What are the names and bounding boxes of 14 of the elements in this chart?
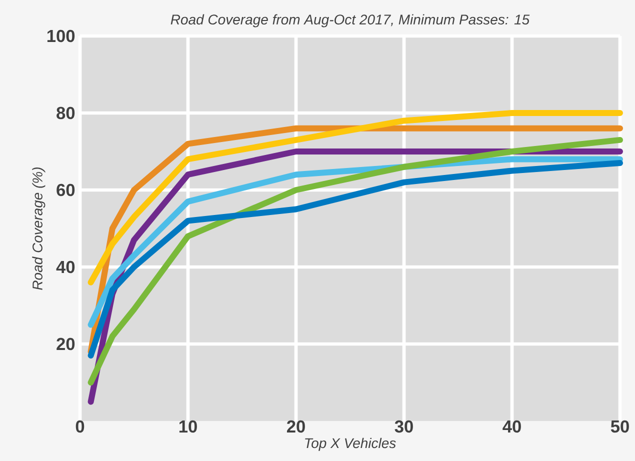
x-tick-label: 40 bbox=[502, 420, 521, 433]
x-tick-label: 10 bbox=[179, 420, 197, 433]
y-tick-label: 100 bbox=[47, 30, 75, 42]
y-axis-title: Road Coverage (%) bbox=[32, 168, 46, 290]
x-tick-label: 20 bbox=[286, 420, 305, 433]
y-tick-label: 80 bbox=[56, 106, 75, 120]
x-axis-title: Top X Vehicles bbox=[305, 438, 396, 451]
y-tick-label: 60 bbox=[56, 184, 75, 196]
y-tick-label: 40 bbox=[56, 260, 75, 274]
chart-title: Road Coverage from Aug-Oct 2017, Minimum Passes: 15 bbox=[170, 14, 530, 28]
x-tick-label: 50 bbox=[610, 420, 629, 433]
x-tick-label: 30 bbox=[394, 420, 413, 433]
x-tick-label: 0 bbox=[76, 420, 84, 433]
y-tick-label: 20 bbox=[56, 338, 75, 350]
